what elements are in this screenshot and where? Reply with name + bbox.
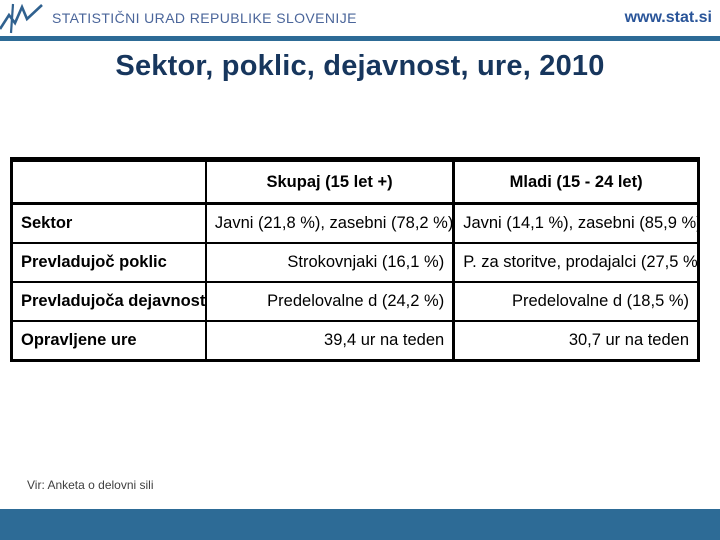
row-value-mladi: Javni (14,1 %), zasebni (85,9 %): [452, 202, 700, 244]
header-cell-empty: [10, 158, 207, 205]
row-value-skupaj: Javni (21,8 %), zasebni (78,2 %): [204, 202, 455, 244]
header-rule: [0, 36, 720, 41]
header-band: STATISTIČNI URAD REPUBLIKE SLOVENIJE www…: [0, 0, 720, 36]
row-label: Prevladujoča dejavnost: [10, 281, 207, 322]
website-link[interactable]: www.stat.si: [624, 9, 712, 26]
header-cell-mladi: Mladi (15 - 24 let): [452, 158, 700, 205]
row-value-mladi: P. za storitve, prodajalci (27,5 %): [452, 242, 700, 283]
source-note: Vir: Anketa o delovni sili: [27, 478, 154, 492]
slide-title: Sektor, poklic, dejavnost, ure, 2010: [115, 50, 605, 82]
table-row: Prevladujoč poklic Strokovnjaki (16,1 %)…: [10, 242, 700, 283]
row-value-mladi: 30,7 ur na teden: [452, 320, 700, 362]
table-row: Opravljene ure 39,4 ur na teden 30,7 ur …: [10, 320, 700, 362]
row-value-skupaj: Strokovnjaki (16,1 %): [204, 242, 455, 283]
row-label: Opravljene ure: [10, 320, 207, 362]
table-row: Prevladujoča dejavnost Predelovalne d (2…: [10, 281, 700, 322]
header-cell-skupaj: Skupaj (15 let +): [204, 158, 455, 205]
org-name: STATISTIČNI URAD REPUBLIKE SLOVENIJE: [52, 10, 357, 26]
stats-table: Skupaj (15 let +) Mladi (15 - 24 let) Se…: [10, 157, 700, 362]
row-label: Prevladujoč poklic: [10, 242, 207, 283]
table-header-row: Skupaj (15 let +) Mladi (15 - 24 let): [10, 158, 700, 205]
row-value-skupaj: 39,4 ur na teden: [204, 320, 455, 362]
surs-logo-icon: [0, 3, 43, 34]
row-value-skupaj: Predelovalne d (24,2 %): [204, 281, 455, 322]
row-label: Sektor: [10, 202, 207, 244]
row-value-mladi: Predelovalne d (18,5 %): [452, 281, 700, 322]
table-row: Sektor Javni (21,8 %), zasebni (78,2 %) …: [10, 202, 700, 244]
footer-bar: [0, 509, 720, 540]
